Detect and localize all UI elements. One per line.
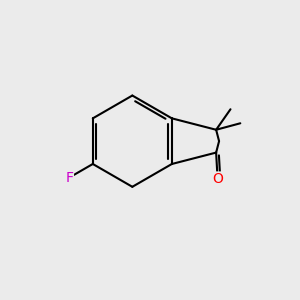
Text: F: F [65,170,73,184]
Text: O: O [212,172,223,186]
